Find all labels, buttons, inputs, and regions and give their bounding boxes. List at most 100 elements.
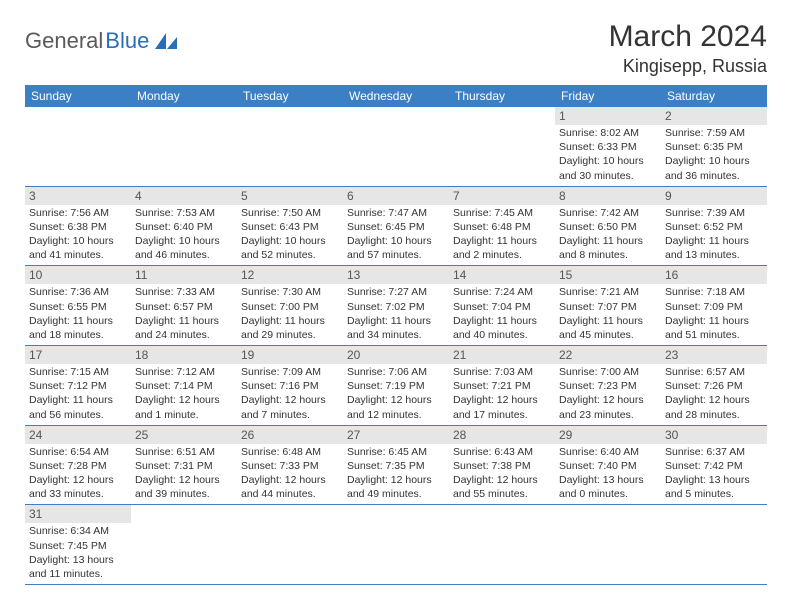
day-header-thu: Thursday	[449, 85, 555, 107]
day-cell: Sunrise: 6:40 AMSunset: 7:40 PMDaylight:…	[555, 444, 661, 505]
day-number: 6	[343, 186, 449, 205]
daylight-text-1: Daylight: 10 hours	[241, 234, 339, 248]
sunset-text: Sunset: 7:23 PM	[559, 379, 657, 393]
day-number: 27	[343, 425, 449, 444]
day-cell	[555, 523, 661, 584]
week-info-row: Sunrise: 7:36 AMSunset: 6:55 PMDaylight:…	[25, 284, 767, 345]
day-cell: Sunrise: 7:42 AMSunset: 6:50 PMDaylight:…	[555, 205, 661, 266]
day-number: 14	[449, 266, 555, 285]
daylight-text-1: Daylight: 13 hours	[665, 473, 763, 487]
day-cell: Sunrise: 6:57 AMSunset: 7:26 PMDaylight:…	[661, 364, 767, 425]
day-number: 16	[661, 266, 767, 285]
day-cell: Sunrise: 7:09 AMSunset: 7:16 PMDaylight:…	[237, 364, 343, 425]
day-number: 2	[661, 107, 767, 125]
logo: GeneralBlue	[25, 28, 179, 54]
daylight-text-2: and 1 minute.	[135, 408, 233, 422]
sunset-text: Sunset: 7:33 PM	[241, 459, 339, 473]
day-number	[25, 107, 131, 125]
day-cell	[449, 125, 555, 186]
daylight-text-1: Daylight: 12 hours	[559, 393, 657, 407]
daylight-text-2: and 34 minutes.	[347, 328, 445, 342]
week-daynum-row: 10111213141516	[25, 266, 767, 285]
day-number	[237, 107, 343, 125]
day-number	[131, 505, 237, 524]
daylight-text-2: and 40 minutes.	[453, 328, 551, 342]
day-number: 4	[131, 186, 237, 205]
sunset-text: Sunset: 7:38 PM	[453, 459, 551, 473]
day-cell	[343, 125, 449, 186]
day-cell: Sunrise: 7:24 AMSunset: 7:04 PMDaylight:…	[449, 284, 555, 345]
logo-text-general: General	[25, 28, 103, 54]
sunset-text: Sunset: 6:38 PM	[29, 220, 127, 234]
daylight-text-2: and 33 minutes.	[29, 487, 127, 501]
day-cell: Sunrise: 6:37 AMSunset: 7:42 PMDaylight:…	[661, 444, 767, 505]
day-header-mon: Monday	[131, 85, 237, 107]
sunset-text: Sunset: 6:43 PM	[241, 220, 339, 234]
sunset-text: Sunset: 6:52 PM	[665, 220, 763, 234]
daylight-text-1: Daylight: 11 hours	[453, 314, 551, 328]
day-cell: Sunrise: 7:45 AMSunset: 6:48 PMDaylight:…	[449, 205, 555, 266]
sunset-text: Sunset: 7:40 PM	[559, 459, 657, 473]
day-number: 19	[237, 346, 343, 365]
day-header-wed: Wednesday	[343, 85, 449, 107]
day-number: 1	[555, 107, 661, 125]
week-info-row: Sunrise: 8:02 AMSunset: 6:33 PMDaylight:…	[25, 125, 767, 186]
daylight-text-2: and 29 minutes.	[241, 328, 339, 342]
day-cell: Sunrise: 6:45 AMSunset: 7:35 PMDaylight:…	[343, 444, 449, 505]
sunrise-text: Sunrise: 7:00 AM	[559, 365, 657, 379]
daylight-text-1: Daylight: 10 hours	[559, 154, 657, 168]
day-cell	[131, 125, 237, 186]
sunset-text: Sunset: 7:26 PM	[665, 379, 763, 393]
daylight-text-2: and 36 minutes.	[665, 169, 763, 183]
day-number	[343, 505, 449, 524]
daylight-text-2: and 12 minutes.	[347, 408, 445, 422]
day-number: 11	[131, 266, 237, 285]
day-number: 12	[237, 266, 343, 285]
sunrise-text: Sunrise: 6:57 AM	[665, 365, 763, 379]
day-cell: Sunrise: 7:56 AMSunset: 6:38 PMDaylight:…	[25, 205, 131, 266]
sunrise-text: Sunrise: 7:53 AM	[135, 206, 233, 220]
sunset-text: Sunset: 7:42 PM	[665, 459, 763, 473]
daylight-text-2: and 57 minutes.	[347, 248, 445, 262]
sunrise-text: Sunrise: 7:18 AM	[665, 285, 763, 299]
day-number: 21	[449, 346, 555, 365]
day-cell	[661, 523, 767, 584]
sunset-text: Sunset: 7:19 PM	[347, 379, 445, 393]
sunrise-text: Sunrise: 7:47 AM	[347, 206, 445, 220]
daylight-text-2: and 30 minutes.	[559, 169, 657, 183]
sunset-text: Sunset: 7:16 PM	[241, 379, 339, 393]
daylight-text-2: and 5 minutes.	[665, 487, 763, 501]
sunrise-text: Sunrise: 6:37 AM	[665, 445, 763, 459]
week-info-row: Sunrise: 7:15 AMSunset: 7:12 PMDaylight:…	[25, 364, 767, 425]
day-number: 7	[449, 186, 555, 205]
day-cell: Sunrise: 7:06 AMSunset: 7:19 PMDaylight:…	[343, 364, 449, 425]
week-daynum-row: 31	[25, 505, 767, 524]
day-cell: Sunrise: 8:02 AMSunset: 6:33 PMDaylight:…	[555, 125, 661, 186]
location: Kingisepp, Russia	[609, 56, 767, 77]
sunrise-text: Sunrise: 7:50 AM	[241, 206, 339, 220]
sunset-text: Sunset: 6:50 PM	[559, 220, 657, 234]
daylight-text-1: Daylight: 12 hours	[135, 473, 233, 487]
day-number	[237, 505, 343, 524]
day-cell	[237, 125, 343, 186]
sunrise-text: Sunrise: 7:06 AM	[347, 365, 445, 379]
daylight-text-1: Daylight: 12 hours	[241, 473, 339, 487]
daylight-text-1: Daylight: 11 hours	[29, 393, 127, 407]
sunset-text: Sunset: 7:21 PM	[453, 379, 551, 393]
daylight-text-1: Daylight: 12 hours	[453, 393, 551, 407]
day-number: 18	[131, 346, 237, 365]
daylight-text-1: Daylight: 11 hours	[559, 314, 657, 328]
sunrise-text: Sunrise: 7:42 AM	[559, 206, 657, 220]
sunrise-text: Sunrise: 7:33 AM	[135, 285, 233, 299]
sunset-text: Sunset: 7:07 PM	[559, 300, 657, 314]
day-number	[131, 107, 237, 125]
sunrise-text: Sunrise: 7:39 AM	[665, 206, 763, 220]
sunrise-text: Sunrise: 6:54 AM	[29, 445, 127, 459]
daylight-text-2: and 11 minutes.	[29, 567, 127, 581]
sunrise-text: Sunrise: 7:21 AM	[559, 285, 657, 299]
daylight-text-2: and 2 minutes.	[453, 248, 551, 262]
daylight-text-2: and 7 minutes.	[241, 408, 339, 422]
day-cell: Sunrise: 7:53 AMSunset: 6:40 PMDaylight:…	[131, 205, 237, 266]
daylight-text-2: and 51 minutes.	[665, 328, 763, 342]
day-cell: Sunrise: 7:18 AMSunset: 7:09 PMDaylight:…	[661, 284, 767, 345]
